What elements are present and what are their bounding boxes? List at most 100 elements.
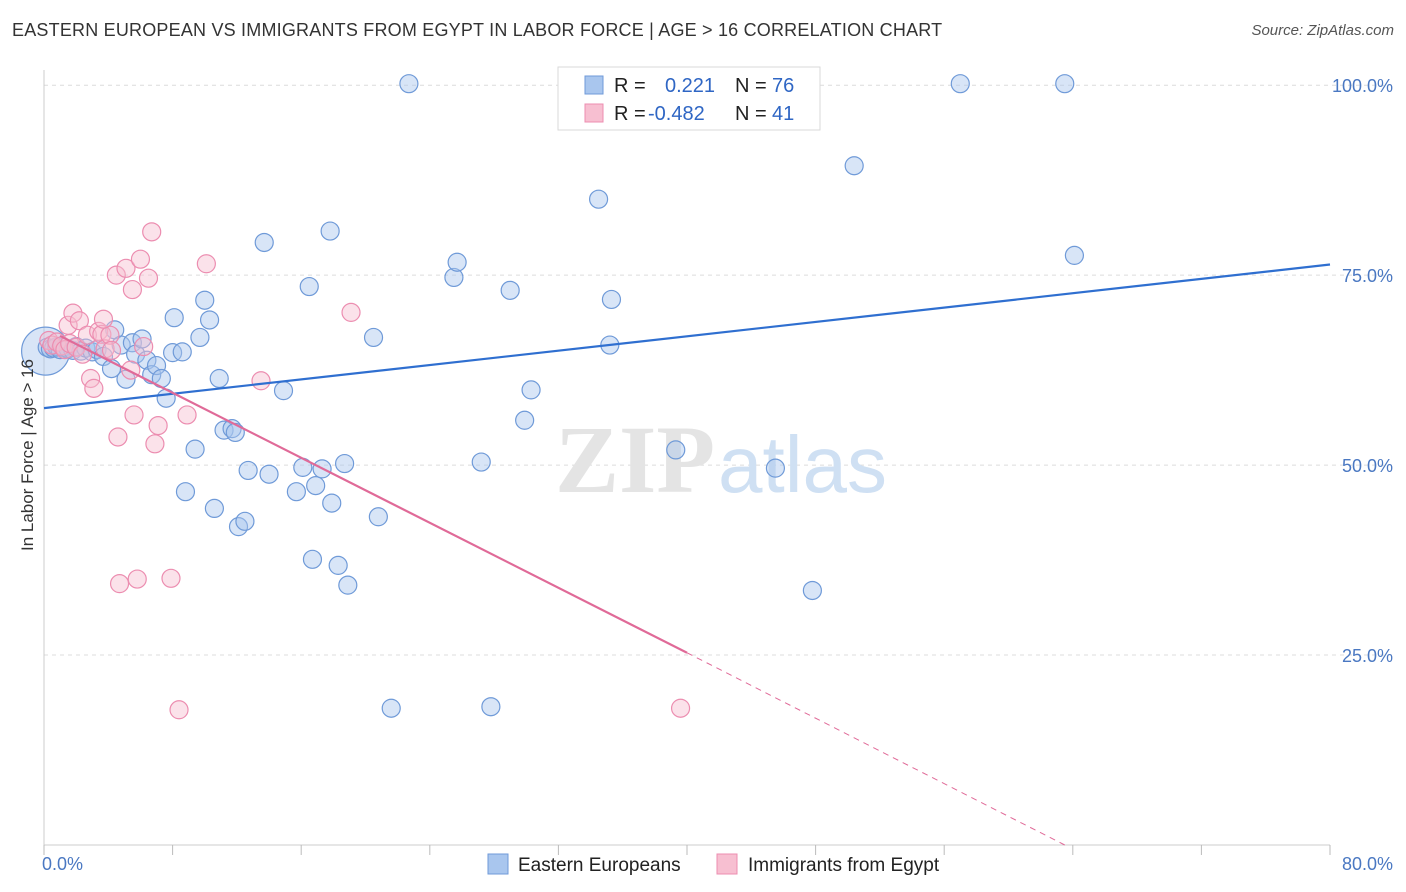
point-eastern-europeans-18	[122, 333, 143, 353]
y-tick-label-0: 25.0%	[1342, 646, 1393, 666]
y-tick-label-1: 50.0%	[1342, 456, 1393, 476]
point-eastern-europeans-59	[399, 74, 419, 94]
point-eastern-europeans-45	[286, 482, 306, 502]
point-egypt-31	[142, 222, 162, 242]
point-eastern-europeans-33	[199, 310, 220, 330]
point-egypt-33	[148, 415, 168, 436]
point-eastern-europeans-61	[447, 252, 467, 272]
point-egypt-38	[251, 371, 271, 391]
x-tick-label-0: 0.0%	[42, 854, 83, 874]
legend-n-label-2: N =	[735, 103, 767, 125]
legend-r-label-1: R =	[614, 75, 646, 97]
point-eastern-europeans-38	[225, 422, 245, 443]
point-eastern-europeans-28	[172, 342, 192, 362]
point-egypt-21	[108, 427, 128, 447]
grid-layer	[44, 84, 1395, 656]
point-egypt-30	[138, 268, 159, 288]
point-egypt-9	[69, 311, 89, 331]
series-legend-label-2: Immigrants from Egypt	[748, 855, 940, 876]
point-egypt-37	[196, 254, 216, 274]
point-eastern-europeans-47	[299, 276, 319, 297]
point-eastern-europeans-68	[601, 289, 622, 310]
point-eastern-europeans-60	[444, 267, 464, 288]
point-egypt-7	[63, 303, 83, 323]
point-egypt-19	[93, 309, 114, 329]
point-egypt-14	[89, 321, 109, 341]
point-eastern-europeans-63	[481, 697, 501, 717]
point-eastern-europeans-51	[320, 221, 340, 241]
point-eastern-europeans-58	[381, 698, 401, 718]
point-eastern-europeans-35	[209, 368, 229, 389]
source-credit: Source: ZipAtlas.com	[1251, 22, 1394, 39]
point-egypt-24	[121, 360, 141, 380]
stats-legend: R = 0.221 N = 76 R = -0.482 N = 41	[557, 66, 821, 131]
point-egypt-13	[84, 378, 104, 398]
point-egypt-20	[106, 265, 126, 285]
point-eastern-europeans-48	[302, 549, 323, 569]
y-tick-label-3: 100.0%	[1332, 76, 1393, 96]
point-eastern-europeans-55	[338, 575, 358, 595]
point-eastern-europeans-66	[521, 380, 541, 400]
point-egypt-15	[92, 324, 112, 345]
legend-r-label-2: R =	[614, 103, 646, 125]
series-legend: Eastern Europeans Immigrants from Egypt	[487, 853, 940, 876]
point-egypt-28	[130, 249, 151, 269]
series-legend-label-1: Eastern Europeans	[518, 855, 681, 876]
point-eastern-europeans-43	[259, 464, 279, 484]
point-eastern-europeans-65	[515, 410, 535, 430]
watermark-atlas: atlas	[718, 420, 887, 509]
legend-n-label-1: N =	[735, 75, 767, 97]
trend-line-egypt-extension	[686, 652, 1065, 846]
point-eastern-europeans-64	[500, 280, 520, 300]
point-eastern-europeans-30	[185, 439, 205, 459]
point-egypt-26	[124, 405, 144, 425]
point-eastern-europeans-56	[363, 327, 384, 348]
trend-layer	[43, 263, 1331, 846]
point-egypt-34	[161, 568, 181, 588]
point-eastern-europeans-73	[844, 156, 864, 176]
point-eastern-europeans-32	[195, 290, 215, 310]
axis-layer	[43, 70, 1331, 855]
legend-n-value-1: 76	[772, 75, 794, 97]
point-eastern-europeans-41	[238, 460, 258, 481]
point-egypt-39	[341, 302, 361, 322]
point-egypt-25	[122, 279, 143, 300]
legend-swatch-pink	[584, 103, 604, 123]
y-tick-label-2: 75.0%	[1342, 266, 1393, 286]
point-eastern-europeans-39	[228, 517, 249, 537]
point-egypt-11	[77, 325, 98, 345]
point-eastern-europeans-29	[175, 482, 196, 502]
point-eastern-europeans-26	[163, 343, 183, 363]
point-egypt-32	[145, 434, 165, 454]
chart-title: EASTERN EUROPEAN VS IMMIGRANTS FROM EGYP…	[12, 20, 943, 40]
point-eastern-europeans-74	[950, 74, 970, 94]
point-eastern-europeans-62	[471, 452, 491, 472]
series-legend-swatch-blue	[487, 853, 509, 875]
legend-swatch-blue	[584, 75, 604, 95]
point-eastern-europeans-76	[1064, 245, 1085, 265]
point-eastern-europeans-44	[273, 381, 294, 401]
point-eastern-europeans-71	[765, 458, 786, 478]
point-egypt-27	[127, 569, 147, 589]
series-legend-swatch-pink	[716, 853, 738, 875]
point-eastern-europeans-40	[235, 511, 255, 531]
point-eastern-europeans-70	[666, 440, 686, 460]
point-eastern-europeans-53	[328, 555, 348, 575]
points-layer	[21, 74, 1085, 720]
point-eastern-europeans-75	[1055, 74, 1075, 94]
x-tick-label-1: 80.0%	[1342, 854, 1393, 874]
x-tick-labels: 0.0% 80.0%	[42, 854, 1393, 874]
trend-line-egypt	[59, 334, 688, 654]
watermark-zip: ZIP	[555, 406, 715, 513]
point-eastern-europeans-67	[588, 189, 609, 209]
point-egypt-35	[169, 700, 189, 720]
point-eastern-europeans-49	[306, 476, 326, 496]
point-egypt-22	[109, 574, 130, 594]
point-eastern-europeans-34	[204, 498, 224, 519]
point-eastern-europeans-31	[190, 327, 210, 348]
point-eastern-europeans-52	[322, 493, 342, 513]
trend-line-eastern-europeans	[43, 263, 1331, 410]
point-egypt-40	[670, 698, 691, 718]
watermark: ZIP atlas	[555, 406, 887, 513]
